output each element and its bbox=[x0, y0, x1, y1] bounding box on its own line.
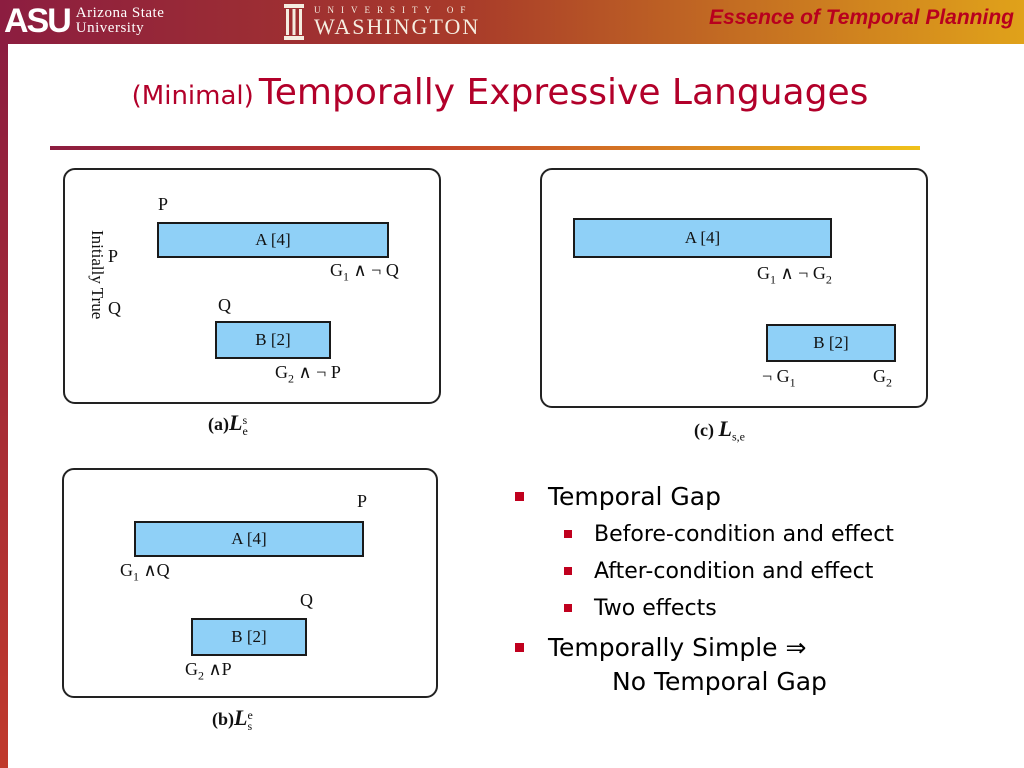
bullet-temporal-gap: Temporal Gap bbox=[510, 480, 990, 514]
caption-b: (b)L e s bbox=[212, 705, 253, 732]
init-q-label: Q bbox=[108, 298, 121, 318]
caption-c-L: L bbox=[718, 416, 732, 441]
uw-top-line: UNIVERSITY OF bbox=[314, 5, 473, 15]
caption-a-prefix: (a) bbox=[208, 414, 229, 434]
bullet-square-icon bbox=[564, 604, 572, 612]
uw-logo: UNIVERSITY OF WASHINGTON bbox=[284, 3, 480, 41]
diagram-panel-a bbox=[63, 168, 441, 404]
b-panel-a-start-rest: ∧Q bbox=[143, 560, 170, 580]
b-panel-b-start-g-sub: 2 bbox=[198, 668, 204, 683]
b-panel-b-start-label: G2 ∧P bbox=[185, 659, 232, 684]
bullet-square-icon bbox=[564, 567, 572, 575]
sub-bullet-3: Two effects bbox=[510, 590, 990, 627]
b-panel-b-start-rest: ∧P bbox=[208, 659, 232, 679]
action-a-bar-c: A [4] bbox=[573, 218, 832, 258]
column-icon bbox=[284, 4, 304, 40]
bullet-temporally-simple: Temporally Simple ⇒ No Temporal Gap bbox=[510, 631, 990, 699]
uw-bottom-line: WASHINGTON bbox=[314, 14, 481, 39]
asu-name-line2: University bbox=[75, 20, 145, 36]
caption-a-sup: s bbox=[242, 412, 248, 427]
caption-c-prefix: (c) bbox=[694, 420, 714, 440]
caption-b-L: L bbox=[234, 705, 248, 730]
init-p-label: P bbox=[108, 246, 119, 266]
b-end-effect-label: G2 ∧ ¬ P bbox=[275, 362, 341, 387]
sub-bullet-text: Before-condition and effect bbox=[594, 522, 894, 547]
action-b-bar: B [2] bbox=[215, 321, 331, 359]
b-panel-b-start-g: G bbox=[185, 659, 198, 679]
c-a-end-g1-sub: 1 bbox=[770, 272, 776, 287]
initially-true-label: Initially True bbox=[88, 230, 107, 320]
a-end-rest: ∧ ¬ Q bbox=[353, 260, 399, 280]
bullet-text: Temporal Gap bbox=[548, 482, 721, 511]
bullet-square-icon bbox=[515, 643, 524, 652]
diagram-panel-c bbox=[540, 168, 928, 408]
asu-name-line1: Arizona State bbox=[75, 5, 165, 21]
bullet-square-icon bbox=[564, 530, 572, 538]
c-b-end: G bbox=[873, 366, 886, 386]
c-b-start-label: ¬ G1 bbox=[762, 366, 796, 391]
asu-logo: ASU Arizona State University bbox=[4, 3, 164, 39]
sub-bullet-text: After-condition and effect bbox=[594, 559, 874, 584]
b-panel-a-start-label: G1 ∧Q bbox=[120, 560, 170, 585]
c-a-end-g1: G bbox=[757, 263, 770, 283]
b-end-g: G bbox=[275, 362, 288, 382]
caption-b-sup: e bbox=[247, 707, 253, 722]
c-b-end-label: G2 bbox=[873, 366, 892, 391]
action-a-bar-b: A [4] bbox=[134, 521, 364, 557]
deck-title: Essence of Temporal Planning bbox=[709, 6, 1014, 29]
c-b-start-sub: 1 bbox=[789, 375, 796, 390]
action-b-bar-c: B [2] bbox=[766, 324, 896, 362]
bullet-continuation: No Temporal Gap bbox=[612, 667, 827, 696]
title-main: Temporally Expressive Languages bbox=[258, 72, 869, 113]
caption-b-prefix: (b) bbox=[212, 709, 234, 729]
b-end-rest: ∧ ¬ P bbox=[298, 362, 341, 382]
c-a-end-effect-label: G1 ∧ ¬ G2 bbox=[757, 263, 832, 288]
bullet-text: Temporally Simple ⇒ bbox=[548, 633, 807, 662]
header-bar: ASU Arizona State University UNIVERSITY … bbox=[0, 0, 1024, 44]
c-b-end-sub: 2 bbox=[886, 375, 892, 390]
left-accent-bar bbox=[0, 44, 8, 768]
sub-bullet-2: After-condition and effect bbox=[510, 553, 990, 590]
slide-title: (Minimal) Temporally Expressive Language… bbox=[0, 72, 1000, 113]
caption-a-sub: e bbox=[242, 423, 248, 438]
title-underline bbox=[50, 146, 920, 150]
uw-wordmark: UNIVERSITY OF WASHINGTON bbox=[314, 5, 480, 39]
a-precondition-label: P bbox=[158, 194, 169, 214]
asu-mark: ASU bbox=[4, 2, 72, 40]
sub-bullet-text: Two effects bbox=[594, 596, 717, 621]
c-b-start: ¬ G bbox=[762, 366, 790, 386]
b-precondition-label: Q bbox=[218, 295, 231, 315]
asu-name: Arizona State University bbox=[76, 6, 165, 36]
a-end-g-sub: 1 bbox=[343, 269, 349, 284]
bullet-square-icon bbox=[515, 492, 524, 501]
a-end-effect-label: G1 ∧ ¬ Q bbox=[330, 260, 399, 285]
bullet-list: Temporal Gap Before-condition and effect… bbox=[510, 480, 990, 701]
caption-a: (a)L s e bbox=[208, 410, 248, 437]
b-panel-a-start-g-sub: 1 bbox=[133, 569, 139, 584]
action-b-bar-b: B [2] bbox=[191, 618, 307, 656]
b-panel-q-label: Q bbox=[300, 590, 313, 610]
action-a-bar: A [4] bbox=[157, 222, 389, 258]
sub-bullet-1: Before-condition and effect bbox=[510, 516, 990, 553]
c-a-end-mid: ∧ ¬ G bbox=[780, 263, 826, 283]
b-panel-a-start-g: G bbox=[120, 560, 133, 580]
b-end-g-sub: 2 bbox=[288, 371, 294, 386]
c-a-end-g2-sub: 2 bbox=[825, 272, 832, 287]
caption-c: (c) Ls,e bbox=[694, 416, 745, 445]
caption-c-sub: s,e bbox=[731, 429, 745, 444]
b-panel-p-label: P bbox=[357, 491, 368, 511]
caption-b-sub: s bbox=[247, 718, 253, 733]
diagram-panel-b bbox=[62, 468, 438, 698]
caption-a-L: L bbox=[229, 410, 243, 435]
a-end-g: G bbox=[330, 260, 343, 280]
title-prefix: (Minimal) bbox=[131, 81, 254, 111]
